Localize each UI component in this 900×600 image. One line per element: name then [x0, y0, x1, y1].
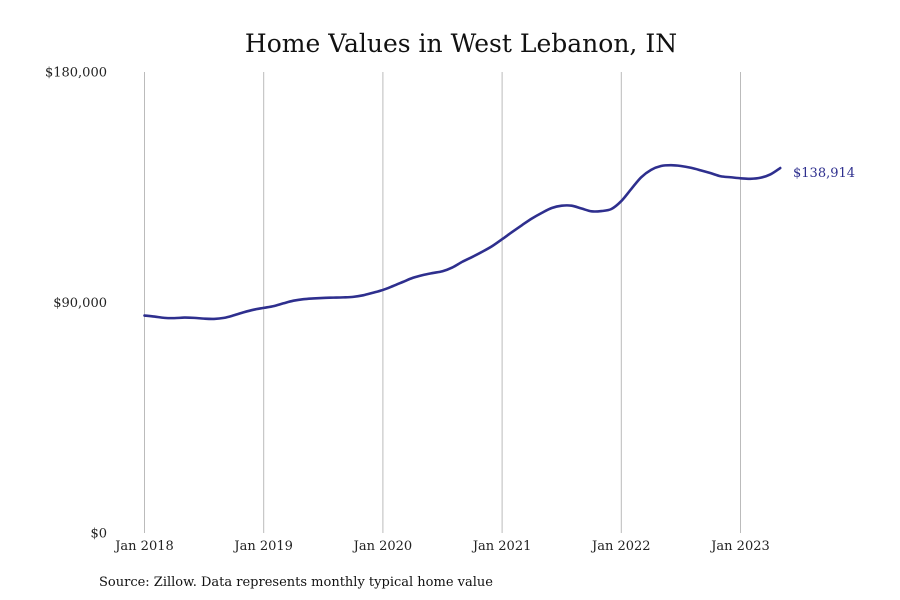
- x-tick-label: Jan 2022: [590, 539, 651, 554]
- x-axis-tick-labels: Jan 2018 Jan 2019 Jan 2020 Jan 2021 Jan 2022…: [113, 539, 770, 554]
- end-value-label: $138,914: [793, 166, 855, 181]
- gridlines: [144, 72, 741, 533]
- y-tick-label: $90,000: [53, 296, 107, 311]
- source-note: Source: Zillow. Data represents monthly …: [99, 575, 493, 590]
- x-tick-label: Jan 2018: [113, 539, 174, 554]
- series-layer: [143, 163, 782, 321]
- series-line-0: [143, 163, 782, 321]
- x-tick-label: Jan 2019: [232, 539, 293, 554]
- x-tick-label: Jan 2020: [352, 539, 413, 554]
- y-axis-tick-labels: $0 $90,000 $180,000: [45, 66, 107, 542]
- y-tick-label: $180,000: [45, 66, 107, 81]
- y-tick-label: $0: [90, 527, 107, 542]
- x-tick-label: Jan 2021: [471, 539, 532, 554]
- chart-title: Home Values in West Lebanon, IN: [245, 29, 677, 58]
- x-tick-label: Jan 2023: [709, 539, 770, 554]
